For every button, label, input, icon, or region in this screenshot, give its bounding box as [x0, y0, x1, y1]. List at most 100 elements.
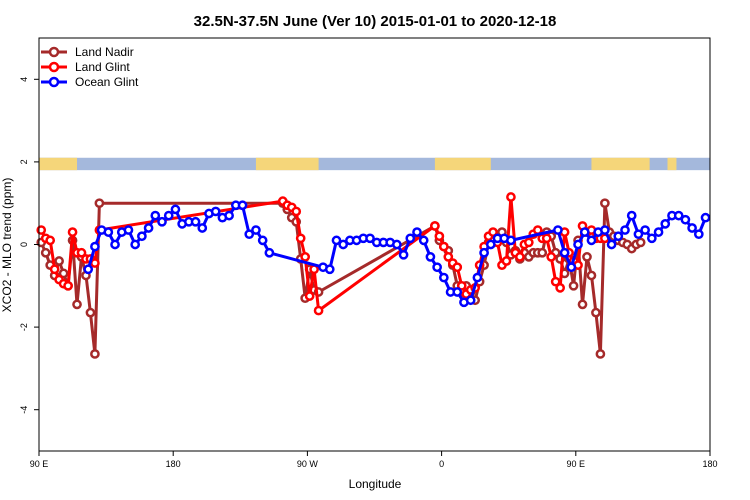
data-point-ocean-glint[interactable]	[103, 227, 114, 237]
data-point-ocean-glint[interactable]	[600, 225, 610, 235]
data-point-land-glint[interactable]	[291, 206, 302, 217]
legend-item-ocean-glint[interactable]: Ocean Glint	[41, 75, 139, 89]
data-point-ocean-glint[interactable]	[150, 210, 161, 221]
data-point-land-glint[interactable]	[555, 283, 565, 293]
legend-item-land-nadir[interactable]: Land Nadir	[41, 45, 134, 59]
data-point-ocean-glint[interactable]	[405, 233, 416, 244]
data-point-ocean-glint[interactable]	[123, 225, 134, 235]
data-point-land-nadir[interactable]	[591, 307, 601, 318]
data-point-ocean-glint[interactable]	[331, 235, 342, 246]
data-point-ocean-glint[interactable]	[485, 239, 496, 250]
data-point-ocean-glint[interactable]	[633, 229, 644, 240]
data-point-ocean-glint[interactable]	[626, 210, 637, 221]
data-point-ocean-glint[interactable]	[700, 212, 711, 223]
data-point-land-glint[interactable]	[501, 256, 512, 266]
data-point-ocean-glint[interactable]	[646, 233, 657, 244]
data-point-land-glint[interactable]	[434, 231, 445, 242]
data-point-ocean-glint[interactable]	[264, 247, 275, 258]
data-point-ocean-glint[interactable]	[251, 225, 261, 235]
data-point-land-glint[interactable]	[63, 280, 73, 291]
data-point-land-glint[interactable]	[488, 227, 498, 237]
data-point-ocean-glint[interactable]	[110, 239, 120, 250]
data-point-ocean-glint[interactable]	[579, 227, 590, 237]
data-point-ocean-glint[interactable]	[693, 229, 704, 240]
data-point-land-nadir[interactable]	[586, 270, 597, 281]
data-point-land-glint[interactable]	[456, 280, 467, 291]
data-point-land-glint[interactable]	[550, 276, 561, 287]
data-point-ocean-glint[interactable]	[425, 252, 436, 262]
data-point-land-glint[interactable]	[304, 291, 315, 301]
data-point-land-nadir[interactable]	[94, 198, 105, 209]
data-point-land-glint[interactable]	[443, 252, 454, 262]
data-point-ocean-glint[interactable]	[566, 262, 577, 273]
data-point-land-glint[interactable]	[438, 241, 449, 252]
data-point-ocean-glint[interactable]	[210, 206, 221, 217]
data-point-land-glint[interactable]	[452, 262, 463, 273]
data-point-ocean-glint[interactable]	[392, 239, 402, 250]
data-point-land-glint[interactable]	[515, 252, 525, 262]
data-point-ocean-glint[interactable]	[438, 272, 449, 283]
data-point-ocean-glint[interactable]	[398, 249, 409, 260]
data-point-ocean-glint[interactable]	[365, 233, 375, 244]
data-point-land-glint[interactable]	[67, 227, 78, 237]
data-point-ocean-glint[interactable]	[157, 216, 167, 227]
data-point-ocean-glint[interactable]	[479, 247, 489, 258]
data-point-ocean-glint[interactable]	[244, 229, 255, 240]
data-point-ocean-glint[interactable]	[338, 239, 349, 250]
data-point-ocean-glint[interactable]	[613, 231, 624, 242]
data-point-land-nadir[interactable]	[577, 299, 588, 310]
data-point-ocean-glint[interactable]	[143, 223, 154, 233]
data-point-land-nadir[interactable]	[568, 280, 579, 291]
data-point-land-glint[interactable]	[546, 252, 557, 262]
data-point-ocean-glint[interactable]	[660, 219, 671, 229]
data-point-ocean-glint[interactable]	[559, 247, 570, 258]
data-point-ocean-glint[interactable]	[653, 227, 664, 237]
data-point-land-nadir[interactable]	[537, 247, 548, 258]
data-point-ocean-glint[interactable]	[224, 210, 234, 221]
data-point-ocean-glint[interactable]	[586, 235, 597, 246]
data-point-land-glint[interactable]	[541, 233, 552, 244]
data-point-land-nadir[interactable]	[595, 349, 606, 359]
data-point-land-glint[interactable]	[295, 233, 306, 244]
data-point-ocean-glint[interactable]	[418, 235, 429, 246]
data-point-land-nadir[interactable]	[90, 349, 100, 359]
data-point-ocean-glint[interactable]	[130, 239, 141, 250]
data-point-ocean-glint[interactable]	[687, 223, 697, 233]
data-point-ocean-glint[interactable]	[412, 227, 422, 237]
data-point-land-glint[interactable]	[90, 258, 100, 268]
data-point-land-nadir[interactable]	[54, 256, 64, 266]
data-point-land-glint[interactable]	[300, 252, 311, 262]
data-point-land-nadir[interactable]	[58, 268, 69, 279]
data-point-land-nadir[interactable]	[85, 307, 96, 318]
data-point-land-nadir[interactable]	[40, 247, 51, 258]
data-point-ocean-glint[interactable]	[606, 239, 617, 250]
data-point-ocean-glint[interactable]	[197, 223, 208, 233]
data-point-ocean-glint[interactable]	[673, 210, 684, 221]
data-point-land-glint[interactable]	[506, 192, 516, 202]
data-point-ocean-glint[interactable]	[432, 262, 442, 273]
data-point-land-glint[interactable]	[430, 221, 440, 231]
data-point-land-glint[interactable]	[313, 305, 324, 316]
data-point-ocean-glint[interactable]	[257, 235, 268, 246]
data-point-ocean-glint[interactable]	[190, 216, 201, 227]
data-point-ocean-glint[interactable]	[680, 214, 691, 225]
data-point-ocean-glint[interactable]	[452, 287, 463, 297]
data-point-ocean-glint[interactable]	[620, 225, 630, 235]
data-point-ocean-glint[interactable]	[170, 204, 181, 215]
data-point-ocean-glint[interactable]	[640, 225, 650, 235]
data-point-ocean-glint[interactable]	[324, 264, 335, 275]
data-point-land-nadir[interactable]	[582, 252, 592, 262]
data-point-ocean-glint[interactable]	[163, 210, 174, 221]
data-point-ocean-glint[interactable]	[472, 272, 483, 283]
data-point-land-glint[interactable]	[49, 264, 60, 275]
data-point-ocean-glint[interactable]	[465, 295, 476, 306]
data-point-land-glint[interactable]	[76, 247, 87, 258]
data-point-ocean-glint[interactable]	[573, 239, 583, 250]
data-point-land-nadir[interactable]	[600, 198, 610, 209]
legend-item-land-glint[interactable]: Land Glint	[41, 60, 130, 74]
data-point-land-nadir[interactable]	[72, 299, 82, 310]
data-point-ocean-glint[interactable]	[553, 225, 563, 235]
data-point-ocean-glint[interactable]	[506, 235, 516, 246]
data-point-land-glint[interactable]	[523, 237, 534, 248]
